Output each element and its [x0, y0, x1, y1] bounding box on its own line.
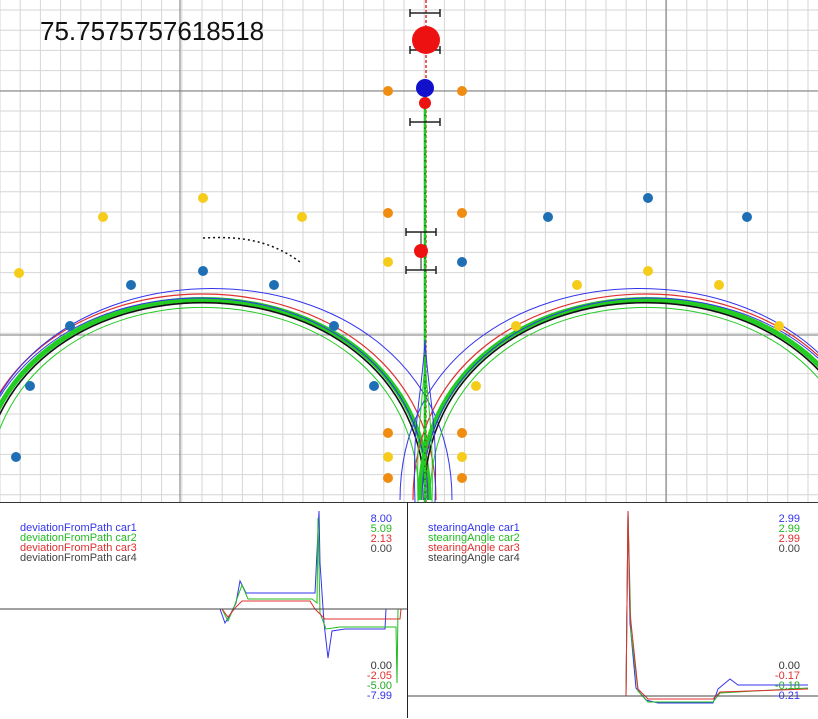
cone-blue	[643, 193, 653, 203]
path-loop-right	[412, 293, 818, 501]
cone-blue	[543, 212, 553, 222]
crossing-path	[417, 359, 433, 502]
legend-item: stearingAngle car2	[428, 532, 520, 544]
cone-yellow	[383, 257, 393, 267]
deviation-plot-panel: deviationFromPath car1 deviationFromPath…	[0, 502, 408, 718]
deviation-plot	[0, 510, 407, 684]
max-value: 2.99	[778, 523, 800, 535]
cone-blue	[742, 212, 752, 222]
path-loop-right	[417, 297, 818, 501]
cone-orange	[383, 473, 393, 483]
min-value: -7.99	[366, 690, 392, 702]
cone-orange	[457, 86, 467, 96]
max-value: 0.00	[778, 543, 800, 555]
cone-yellow	[14, 268, 24, 278]
legend-item: deviationFromPath car2	[20, 532, 137, 544]
legend-item: deviationFromPath car4	[20, 552, 137, 564]
cone-yellow	[457, 452, 467, 462]
max-value: 8.00	[370, 513, 392, 525]
car-marker	[412, 26, 440, 54]
min-value: -0.21	[774, 690, 800, 702]
plot-series-line	[408, 510, 809, 700]
min-value: -0.18	[774, 680, 800, 692]
cone-blue	[65, 321, 75, 331]
path-loop-left	[0, 307, 420, 501]
legend-item: stearingAngle car1	[428, 522, 520, 534]
path-loop-left	[0, 301, 426, 501]
cone-yellow	[572, 280, 582, 290]
cone-blue	[126, 280, 136, 290]
path-loop-left	[0, 297, 429, 501]
min-value: 0.00	[370, 660, 392, 672]
plot-series-line	[0, 600, 407, 620]
max-value: 2.99	[778, 513, 800, 525]
max-value: 2.13	[370, 533, 392, 545]
cone-orange	[383, 86, 393, 96]
cone-yellow	[98, 212, 108, 222]
cone-orange	[457, 428, 467, 438]
deviation-legend: deviationFromPath car1 deviationFromPath…	[20, 522, 137, 564]
legend-item: deviationFromPath car1	[20, 522, 137, 534]
min-value: -5.00	[366, 680, 392, 692]
legend-item: stearingAngle car4	[428, 552, 520, 564]
track-canvas	[0, 0, 818, 502]
path-loop-right	[423, 301, 818, 501]
cone-blue	[269, 280, 279, 290]
car-marker	[416, 79, 434, 97]
cone-yellow	[643, 266, 653, 276]
plot-series-line	[0, 510, 407, 659]
cone-blue	[329, 321, 339, 331]
cone-yellow	[297, 212, 307, 222]
min-value: -0.17	[774, 670, 800, 682]
car-marker	[419, 97, 431, 109]
cone-yellow	[198, 193, 208, 203]
max-value: 0.00	[370, 543, 392, 555]
steering-plot-panel: stearingAngle car1 stearingAngle car2 st…	[408, 502, 818, 718]
cone-yellow	[714, 280, 724, 290]
max-value: 5.09	[370, 523, 392, 535]
crossing-path	[413, 339, 437, 502]
car-marker	[414, 244, 428, 258]
steering-legend: stearingAngle car1 stearingAngle car2 st…	[428, 522, 520, 564]
steering-min-values: 0.00 -0.17 -0.18 -0.21	[774, 660, 800, 702]
cone-blue	[457, 257, 467, 267]
path-dots	[202, 236, 301, 263]
max-value: 2.99	[778, 533, 800, 545]
cone-yellow	[383, 452, 393, 462]
cone-blue	[11, 452, 21, 462]
cone-yellow	[511, 321, 521, 331]
steering-plot	[408, 510, 818, 704]
time-readout: 75.7575757618518	[40, 16, 265, 46]
cone-orange	[457, 473, 467, 483]
path-loop-left	[0, 293, 437, 501]
steering-max-values: 2.99 2.99 2.99 0.00	[778, 513, 800, 555]
legend-item: deviationFromPath car3	[20, 542, 137, 554]
path-loop-right	[421, 297, 818, 501]
cone-blue	[369, 381, 379, 391]
deviation-max-values: 8.00 5.09 2.13 0.00	[370, 513, 392, 555]
plot-series-line	[0, 517, 407, 684]
min-value: -2.05	[366, 670, 392, 682]
simulation-view: 75.7575757618518	[0, 0, 818, 502]
cone-orange	[383, 208, 393, 218]
legend-item: stearingAngle car3	[428, 542, 520, 554]
cone-yellow	[471, 381, 481, 391]
deviation-min-values: 0.00 -2.05 -5.00 -7.99	[366, 660, 392, 702]
cone-blue	[198, 266, 208, 276]
cone-yellow	[774, 321, 784, 331]
min-value: 0.00	[778, 660, 800, 672]
cone-blue	[25, 381, 35, 391]
cone-orange	[457, 208, 467, 218]
path-loop-right	[429, 307, 818, 501]
cone-orange	[383, 428, 393, 438]
